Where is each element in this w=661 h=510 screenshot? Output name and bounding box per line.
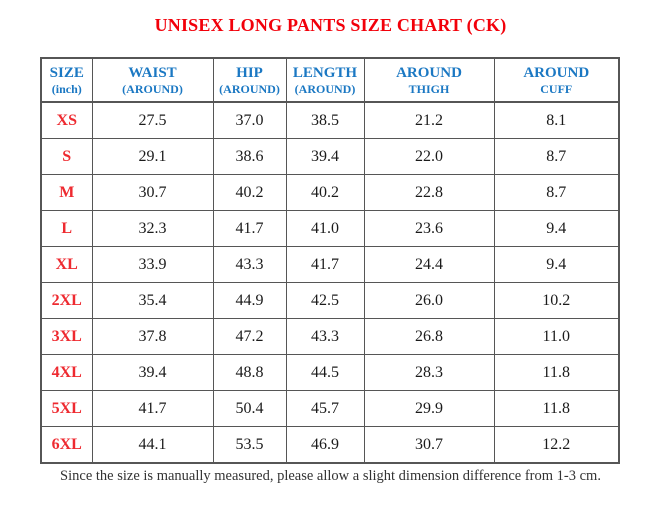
value-cell-hip: 41.7 xyxy=(212,210,287,247)
col-header-line2: CUFF xyxy=(540,81,573,96)
value-cell-waist: 44.1 xyxy=(91,426,214,464)
table-row: L 32.3 41.7 41.0 23.6 9.4 xyxy=(40,210,620,247)
value-cell-cuff: 11.8 xyxy=(493,354,620,391)
value-cell-waist: 33.9 xyxy=(91,246,214,283)
value-cell-thigh: 21.2 xyxy=(363,101,495,139)
size-cell: 6XL xyxy=(40,426,93,464)
value-cell-thigh: 24.4 xyxy=(363,246,495,283)
col-header-line2: (inch) xyxy=(51,81,82,96)
col-header-line2: THIGH xyxy=(408,81,450,96)
value-cell-cuff: 12.2 xyxy=(493,426,620,464)
size-chart-table: SIZE (inch) WAIST (AROUND) HIP (AROUND) … xyxy=(40,57,620,464)
table-row: S 29.1 38.6 39.4 22.0 8.7 xyxy=(40,138,620,175)
col-header-line2: (AROUND) xyxy=(294,81,356,96)
size-cell: 4XL xyxy=(40,354,93,391)
col-header-size: SIZE (inch) xyxy=(40,57,93,103)
size-cell: 5XL xyxy=(40,390,93,427)
table-row: XL 33.9 43.3 41.7 24.4 9.4 xyxy=(40,246,620,283)
value-cell-hip: 44.9 xyxy=(212,282,287,319)
col-header-hip: HIP (AROUND) xyxy=(212,57,287,103)
value-cell-thigh: 29.9 xyxy=(363,390,495,427)
table-row: 2XL 35.4 44.9 42.5 26.0 10.2 xyxy=(40,282,620,319)
table-row: 5XL 41.7 50.4 45.7 29.9 11.8 xyxy=(40,390,620,427)
value-cell-cuff: 9.4 xyxy=(493,210,620,247)
value-cell-waist: 27.5 xyxy=(91,101,214,139)
value-cell-hip: 43.3 xyxy=(212,246,287,283)
size-cell: 2XL xyxy=(40,282,93,319)
page-title: UNISEX LONG PANTS SIZE CHART (CK) xyxy=(154,15,507,35)
value-cell-waist: 30.7 xyxy=(91,174,214,211)
value-cell-waist: 37.8 xyxy=(91,318,214,355)
table-row: XS 27.5 37.0 38.5 21.2 8.1 xyxy=(40,101,620,139)
size-cell: M xyxy=(40,174,93,211)
value-cell-length: 45.7 xyxy=(285,390,365,427)
value-cell-cuff: 8.7 xyxy=(493,174,620,211)
value-cell-length: 41.7 xyxy=(285,246,365,283)
col-header-line1: HIP xyxy=(236,64,263,81)
table-row: 6XL 44.1 53.5 46.9 30.7 12.2 xyxy=(40,426,620,464)
value-cell-cuff: 11.8 xyxy=(493,390,620,427)
value-cell-thigh: 23.6 xyxy=(363,210,495,247)
value-cell-hip: 47.2 xyxy=(212,318,287,355)
value-cell-length: 42.5 xyxy=(285,282,365,319)
value-cell-waist: 39.4 xyxy=(91,354,214,391)
value-cell-cuff: 9.4 xyxy=(493,246,620,283)
value-cell-thigh: 26.8 xyxy=(363,318,495,355)
col-header-line1: AROUND xyxy=(396,64,462,81)
table-row: M 30.7 40.2 40.2 22.8 8.7 xyxy=(40,174,620,211)
size-cell: XS xyxy=(40,101,93,139)
value-cell-waist: 41.7 xyxy=(91,390,214,427)
value-cell-hip: 48.8 xyxy=(212,354,287,391)
value-cell-thigh: 28.3 xyxy=(363,354,495,391)
value-cell-length: 41.0 xyxy=(285,210,365,247)
value-cell-thigh: 30.7 xyxy=(363,426,495,464)
value-cell-cuff: 8.7 xyxy=(493,138,620,175)
table-row: 3XL 37.8 47.2 43.3 26.8 11.0 xyxy=(40,318,620,355)
value-cell-hip: 37.0 xyxy=(212,101,287,139)
value-cell-length: 38.5 xyxy=(285,101,365,139)
value-cell-cuff: 11.0 xyxy=(493,318,620,355)
col-header-line1: SIZE xyxy=(49,64,84,81)
size-cell: 3XL xyxy=(40,318,93,355)
col-header-line2: (AROUND) xyxy=(122,81,183,96)
col-header-line2: (AROUND) xyxy=(219,81,280,96)
col-header-waist: WAIST (AROUND) xyxy=(91,57,214,103)
value-cell-length: 43.3 xyxy=(285,318,365,355)
value-cell-length: 39.4 xyxy=(285,138,365,175)
value-cell-hip: 50.4 xyxy=(212,390,287,427)
col-header-line1: LENGTH xyxy=(292,64,358,81)
size-cell: XL xyxy=(40,246,93,283)
col-header-length: LENGTH (AROUND) xyxy=(285,57,365,103)
value-cell-thigh: 22.8 xyxy=(363,174,495,211)
col-header-line1: AROUND xyxy=(523,64,590,81)
value-cell-waist: 35.4 xyxy=(91,282,214,319)
value-cell-waist: 32.3 xyxy=(91,210,214,247)
value-cell-length: 44.5 xyxy=(285,354,365,391)
col-header-around-cuff: AROUND CUFF xyxy=(493,57,620,103)
value-cell-cuff: 8.1 xyxy=(493,101,620,139)
col-header-line1: WAIST xyxy=(128,64,177,81)
value-cell-hip: 38.6 xyxy=(212,138,287,175)
value-cell-thigh: 26.0 xyxy=(363,282,495,319)
size-cell: S xyxy=(40,138,93,175)
value-cell-length: 46.9 xyxy=(285,426,365,464)
value-cell-waist: 29.1 xyxy=(91,138,214,175)
size-table-body: XS 27.5 37.0 38.5 21.2 8.1 S 29.1 38.6 3… xyxy=(40,101,620,464)
value-cell-hip: 53.5 xyxy=(212,426,287,464)
value-cell-thigh: 22.0 xyxy=(363,138,495,175)
header-row: SIZE (inch) WAIST (AROUND) HIP (AROUND) … xyxy=(40,57,620,103)
table-row: 4XL 39.4 48.8 44.5 28.3 11.8 xyxy=(40,354,620,391)
col-header-around-thigh: AROUND THIGH xyxy=(363,57,495,103)
value-cell-length: 40.2 xyxy=(285,174,365,211)
footer-note: Since the size is manually measured, ple… xyxy=(60,468,601,484)
size-cell: L xyxy=(40,210,93,247)
value-cell-hip: 40.2 xyxy=(212,174,287,211)
value-cell-cuff: 10.2 xyxy=(493,282,620,319)
